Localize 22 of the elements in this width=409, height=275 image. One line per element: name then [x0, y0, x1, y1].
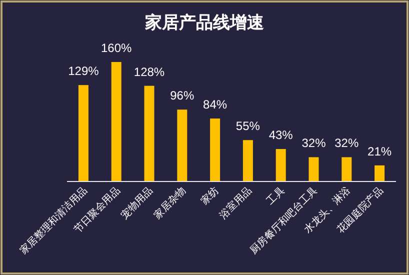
- data-label: 84%: [203, 98, 228, 112]
- bar: [177, 110, 188, 181]
- data-label: 32%: [302, 136, 326, 150]
- data-label: 128%: [134, 64, 165, 79]
- bar: [144, 86, 154, 181]
- data-label: 43%: [268, 128, 294, 142]
- bar: [276, 149, 286, 181]
- bar: [111, 62, 122, 181]
- bar: [78, 85, 88, 181]
- x-tick-label: 工具: [265, 185, 287, 208]
- bar: [308, 157, 319, 181]
- data-label: 160%: [101, 41, 132, 55]
- data-label: 21%: [368, 144, 392, 158]
- data-label: 55%: [236, 119, 260, 134]
- chart-title: 家居产品线增速: [144, 13, 264, 32]
- data-label: 32%: [334, 136, 359, 150]
- bar: [342, 157, 352, 181]
- data-label: 129%: [68, 64, 100, 78]
- data-label: 96%: [170, 88, 194, 103]
- bar: [210, 118, 220, 181]
- bar: [242, 140, 253, 181]
- bar: [374, 165, 385, 181]
